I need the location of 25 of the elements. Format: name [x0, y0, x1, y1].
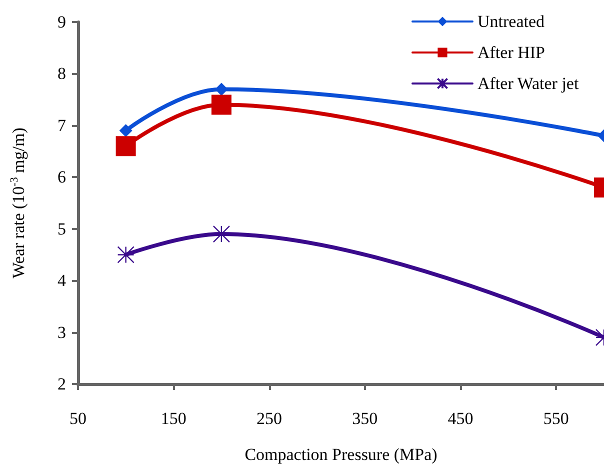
y-tick-label: 4: [58, 271, 66, 290]
y-tick-label: 5: [58, 219, 66, 238]
y-tick-label: 8: [58, 64, 66, 84]
y-tick-label: 7: [58, 116, 66, 135]
y-tick-label: 6: [58, 168, 66, 187]
x-tick-label: 250: [256, 409, 282, 428]
y-axis-title: Wear rate (10-3 mg/m): [8, 128, 28, 278]
legend-label: Untreated: [477, 12, 545, 31]
point: [212, 225, 230, 243]
y-tick-label: 2: [58, 374, 66, 394]
point: [119, 124, 132, 138]
x-tick-label: 550: [543, 409, 569, 428]
point: [214, 82, 228, 96]
point: [211, 94, 232, 115]
y-tick-label: 3: [58, 322, 66, 342]
y-tick-label: 9: [58, 12, 66, 32]
x-tick-label: 350: [352, 409, 378, 428]
legend-label: After HIP: [477, 43, 545, 62]
legend-label: After Water jet: [477, 74, 579, 93]
x-tick-label: 450: [448, 409, 474, 428]
point: [117, 246, 134, 264]
point: [116, 136, 136, 156]
x-tick-label: 50: [70, 409, 86, 428]
x-axis-title: Compaction Pressure (MPa): [244, 445, 438, 464]
x-tick-label: 150: [160, 409, 186, 428]
